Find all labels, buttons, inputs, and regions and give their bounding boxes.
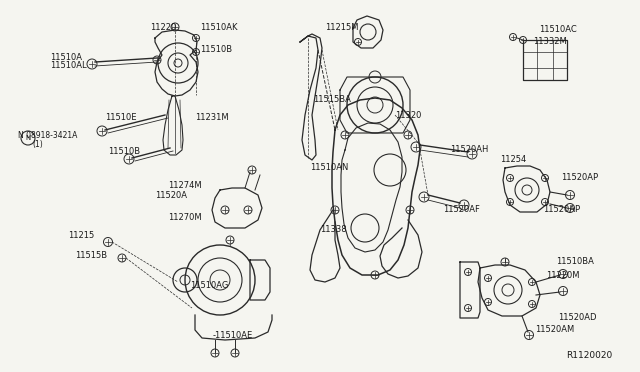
- Text: 11520AM: 11520AM: [535, 326, 574, 334]
- Text: 11231M: 11231M: [195, 113, 228, 122]
- Text: N: N: [26, 135, 31, 141]
- Text: 11510AL: 11510AL: [50, 61, 86, 71]
- Text: 11520AP: 11520AP: [561, 173, 598, 183]
- Text: 11320: 11320: [395, 110, 421, 119]
- Text: 11510BA: 11510BA: [556, 257, 594, 266]
- Text: 11215: 11215: [68, 231, 94, 240]
- Text: (1): (1): [32, 140, 43, 148]
- Text: 11510AN: 11510AN: [310, 164, 348, 173]
- Text: 11215M: 11215M: [325, 23, 358, 32]
- Text: 11254: 11254: [500, 155, 526, 164]
- Text: 11520AH: 11520AH: [450, 145, 488, 154]
- Text: 11270M: 11270M: [168, 214, 202, 222]
- Text: 11510B: 11510B: [108, 148, 140, 157]
- Text: 11510E: 11510E: [105, 113, 136, 122]
- Text: 11515BA: 11515BA: [313, 96, 351, 105]
- Text: 11515B: 11515B: [75, 250, 107, 260]
- Text: 11220M: 11220M: [546, 272, 579, 280]
- Text: 11510AK: 11510AK: [200, 23, 237, 32]
- Text: 11220: 11220: [150, 23, 176, 32]
- Text: 11510AC: 11510AC: [539, 26, 577, 35]
- Text: R1120020: R1120020: [566, 352, 612, 360]
- Text: 11274M: 11274M: [168, 180, 202, 189]
- Text: 11520A: 11520A: [155, 192, 187, 201]
- Text: 11332M: 11332M: [533, 38, 567, 46]
- Text: 11510AG: 11510AG: [190, 280, 228, 289]
- Text: 11520AP: 11520AP: [543, 205, 580, 215]
- Text: 11510A: 11510A: [50, 54, 82, 62]
- Text: -11510AE: -11510AE: [213, 330, 253, 340]
- Text: 11510B: 11510B: [200, 45, 232, 55]
- Text: N 08918-3421A: N 08918-3421A: [18, 131, 77, 140]
- Text: 11520AD: 11520AD: [558, 314, 596, 323]
- Text: 11520AF: 11520AF: [443, 205, 480, 215]
- Text: 11338: 11338: [320, 225, 347, 234]
